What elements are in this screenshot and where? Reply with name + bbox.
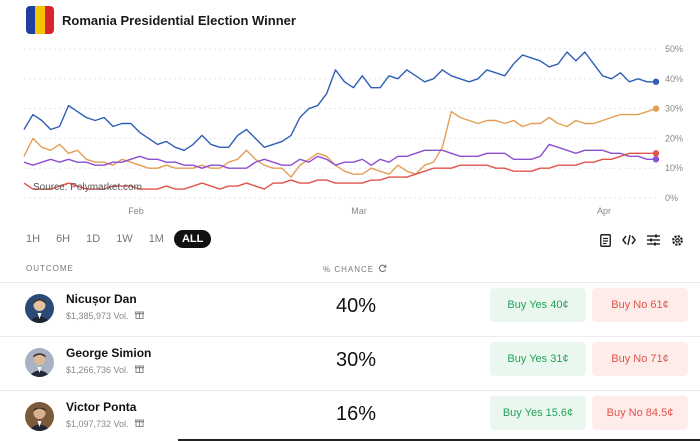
gift-icon[interactable] <box>134 310 144 321</box>
outcome-name: Victor Ponta <box>66 400 137 414</box>
buy-yes-button[interactable]: Buy Yes 31¢ <box>490 342 586 376</box>
series-line-simion <box>23 107 657 178</box>
buy-no-button[interactable]: Buy No 61¢ <box>592 288 688 322</box>
volume-text: $1,385,973 Vol. <box>66 310 129 321</box>
range-1m[interactable]: 1M <box>148 233 164 245</box>
buy-no-button[interactable]: Buy No 84.5¢ <box>592 396 688 430</box>
volume-text: $1,266,736 Vol. <box>66 364 129 375</box>
doc-icon[interactable] <box>598 233 612 247</box>
y-tick-label: 0% <box>665 193 678 203</box>
range-all[interactable]: ALL <box>173 230 212 248</box>
chart-canvas[interactable]: 50% 40% 30% 20% 10% 0% Feb Mar Apr <box>0 38 700 220</box>
chart-toolbar <box>598 233 684 247</box>
range-6h[interactable]: 6H <box>56 233 71 245</box>
outcome-name: Nicușor Dan <box>66 292 137 306</box>
series-line-other <box>23 152 656 190</box>
outcome-chance: 30% <box>336 349 377 371</box>
buy-no-button[interactable]: Buy No 71¢ <box>592 342 688 376</box>
market-title: Romania Presidential Election Winner <box>62 12 296 28</box>
buy-yes-button[interactable]: Buy Yes 40¢ <box>490 288 586 322</box>
chart-source: Source: Polymarket.com <box>33 182 142 193</box>
x-tick-label: Mar <box>351 206 367 216</box>
romania-flag-icon <box>26 6 54 34</box>
outcome-chance: 40% <box>336 295 377 317</box>
outcome-volume: $1,097,732 Vol. <box>66 418 144 429</box>
range-1w[interactable]: 1W <box>116 233 133 245</box>
avatar-ponta <box>25 402 54 431</box>
series-line-dan <box>23 51 656 152</box>
x-tick-label: Feb <box>128 206 144 216</box>
gift-icon[interactable] <box>134 364 144 375</box>
price-chart[interactable]: 50% 40% 30% 20% 10% 0% Feb Mar Apr Source: Polym… <box>0 38 700 220</box>
outcome-name: George Simion <box>66 346 152 360</box>
x-tick-label: Apr <box>597 206 611 216</box>
code-icon[interactable] <box>622 233 636 247</box>
refresh-icon[interactable] <box>378 264 387 275</box>
chance-column-header: % CHANCE <box>323 264 387 275</box>
outcome-volume: $1,266,736 Vol. <box>66 364 144 375</box>
sliders-icon[interactable] <box>646 233 660 247</box>
range-1h[interactable]: 1H <box>26 233 41 245</box>
y-tick-label: 30% <box>665 104 683 114</box>
volume-text: $1,097,732 Vol. <box>66 418 129 429</box>
y-tick-label: 40% <box>665 74 683 84</box>
time-range-selector: 1H 6H 1D 1W 1M ALL <box>26 230 227 248</box>
y-tick-label: 10% <box>665 163 683 173</box>
series-endpoint-simion <box>652 105 660 112</box>
outcome-column-header: OUTCOME <box>26 264 74 273</box>
gift-icon[interactable] <box>134 418 144 429</box>
outcome-volume: $1,385,973 Vol. <box>66 310 144 321</box>
outcome-row-dan[interactable]: Nicușor Dan $1,385,973 Vol. 40% Buy Yes … <box>0 282 700 336</box>
outcome-row-ponta[interactable]: Victor Ponta $1,097,732 Vol. 16% Buy Yes… <box>0 390 700 441</box>
bottom-divider <box>178 439 700 441</box>
market-header: Romania Presidential Election Winner <box>26 5 296 35</box>
avatar-simion <box>25 348 54 377</box>
outcome-row-simion[interactable]: George Simion $1,266,736 Vol. 30% Buy Ye… <box>0 336 700 390</box>
series-endpoint-other <box>652 150 660 157</box>
buy-yes-button[interactable]: Buy Yes 15.6¢ <box>490 396 586 430</box>
series-line-ponta <box>23 143 656 169</box>
series-endpoint-dan <box>652 78 660 85</box>
range-1d[interactable]: 1D <box>86 233 101 245</box>
series-endpoint-ponta <box>652 156 660 163</box>
avatar-dan <box>25 294 54 323</box>
y-tick-label: 20% <box>665 133 683 143</box>
gear-icon[interactable] <box>670 233 684 247</box>
outcome-chance: 16% <box>336 403 377 425</box>
chance-column-label: % CHANCE <box>323 265 375 274</box>
y-tick-label: 50% <box>665 44 683 54</box>
